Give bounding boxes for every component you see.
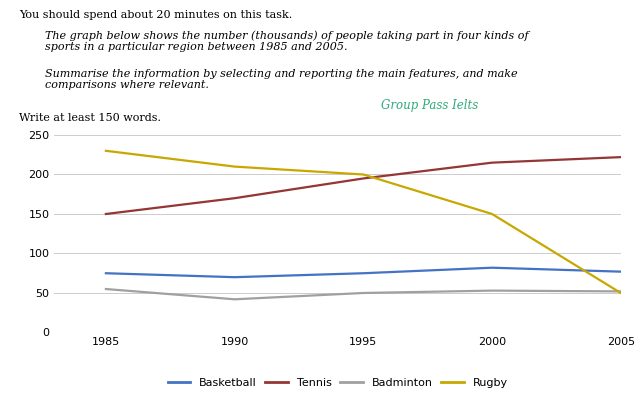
Text: Write at least 150 words.: Write at least 150 words. [19,113,161,123]
Text: You should spend about 20 minutes on this task.: You should spend about 20 minutes on thi… [19,10,292,20]
Legend: Basketball, Tennis, Badminton, Rugby: Basketball, Tennis, Badminton, Rugby [163,374,512,393]
Text: Summarise the information by selecting and reporting the main features, and make: Summarise the information by selecting a… [45,69,517,90]
Text: The graph below shows the number (thousands) of people taking part in four kinds: The graph below shows the number (thousa… [45,30,529,52]
Text: Group Pass Ielts: Group Pass Ielts [381,99,478,112]
